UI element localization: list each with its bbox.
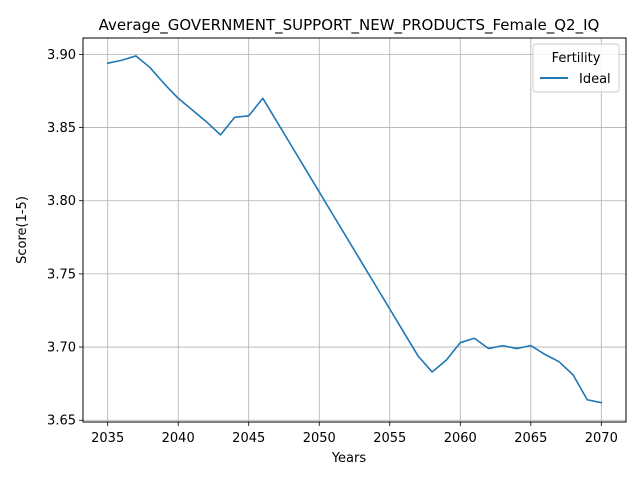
x-tick-label: 2070 <box>585 431 618 446</box>
y-tick-label: 3.80 <box>47 194 76 209</box>
y-tick-label: 3.85 <box>47 121 76 136</box>
x-axis-label: Years <box>331 451 367 466</box>
y-tick-label: 3.90 <box>47 48 76 63</box>
x-tick-label: 2045 <box>232 431 265 446</box>
x-tick-label: 2060 <box>444 431 477 446</box>
x-tick-label: 2065 <box>514 431 547 446</box>
plot-frame <box>82 37 627 423</box>
x-tick-label: 2035 <box>91 431 124 446</box>
y-tick-label: 3.70 <box>47 341 76 356</box>
x-axis: 2035 2040 2045 2050 2055 2060 2065 2070 <box>91 422 618 446</box>
legend-label-ideal: Ideal <box>579 72 611 87</box>
legend-box <box>532 43 620 93</box>
grid <box>83 38 626 422</box>
y-tick-label: 3.75 <box>47 267 76 282</box>
y-axis-label: Score(1-5) <box>15 196 30 264</box>
chart-title: Average_GOVERNMENT_SUPPORT_NEW_PRODUCTS_… <box>99 16 600 35</box>
x-tick-label: 2055 <box>373 431 406 446</box>
legend: Fertility Ideal <box>532 43 620 93</box>
series-line-ideal <box>106 55 603 404</box>
x-tick-label: 2040 <box>162 431 195 446</box>
y-tick-label: 3.65 <box>47 414 76 429</box>
y-axis: 3.65 3.70 3.75 3.80 3.85 3.90 <box>47 48 83 429</box>
series-layer <box>106 55 603 404</box>
legend-title: Fertility <box>552 51 601 66</box>
x-tick-label: 2050 <box>303 431 336 446</box>
